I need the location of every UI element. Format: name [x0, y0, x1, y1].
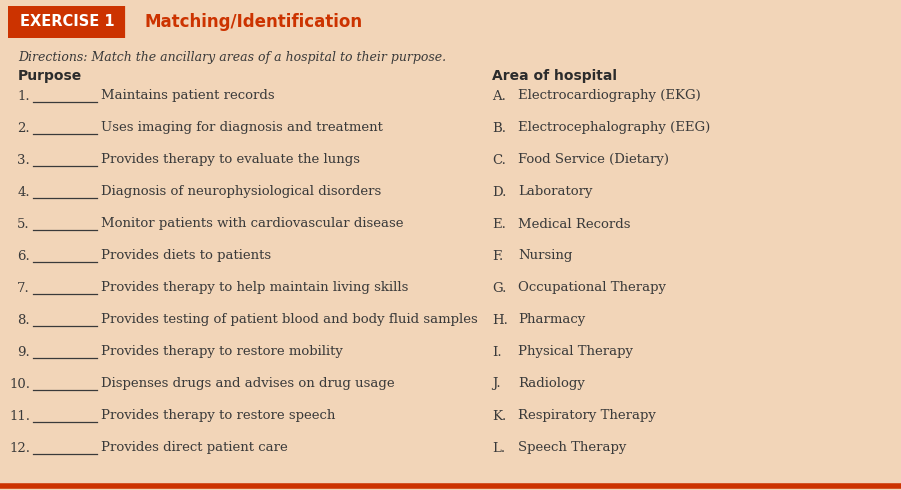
Text: 10.: 10.: [9, 377, 30, 391]
Text: Provides therapy to restore speech: Provides therapy to restore speech: [101, 410, 335, 422]
Text: I.: I.: [492, 345, 502, 359]
Text: Electrocardiography (EKG): Electrocardiography (EKG): [518, 90, 701, 102]
Text: E.: E.: [492, 218, 505, 230]
Text: 9.: 9.: [17, 345, 30, 359]
Text: Occupational Therapy: Occupational Therapy: [518, 281, 666, 294]
Text: 6.: 6.: [17, 249, 30, 263]
Text: C.: C.: [492, 153, 505, 167]
Text: Provides direct patient care: Provides direct patient care: [101, 441, 287, 455]
Text: H.: H.: [492, 314, 508, 326]
Text: 4.: 4.: [17, 186, 30, 198]
Text: 7.: 7.: [17, 281, 30, 294]
Text: Speech Therapy: Speech Therapy: [518, 441, 626, 455]
Text: Uses imaging for diagnosis and treatment: Uses imaging for diagnosis and treatment: [101, 122, 383, 134]
Text: J.: J.: [492, 377, 501, 391]
Text: 11.: 11.: [9, 410, 30, 422]
Text: B.: B.: [492, 122, 506, 134]
Text: D.: D.: [492, 186, 506, 198]
Text: Radiology: Radiology: [518, 377, 585, 391]
Text: 1.: 1.: [17, 90, 30, 102]
Text: K.: K.: [492, 410, 506, 422]
Text: Maintains patient records: Maintains patient records: [101, 90, 275, 102]
Text: EXERCISE 1: EXERCISE 1: [20, 15, 114, 29]
Text: Provides testing of patient blood and body fluid samples: Provides testing of patient blood and bo…: [101, 314, 478, 326]
Text: F.: F.: [492, 249, 504, 263]
Text: Physical Therapy: Physical Therapy: [518, 345, 633, 359]
Text: Provides therapy to help maintain living skills: Provides therapy to help maintain living…: [101, 281, 408, 294]
Text: Directions: Match the ancillary areas of a hospital to their purpose.: Directions: Match the ancillary areas of…: [18, 51, 446, 65]
Text: Dispenses drugs and advises on drug usage: Dispenses drugs and advises on drug usag…: [101, 377, 395, 391]
Text: L.: L.: [492, 441, 505, 455]
Text: Respiratory Therapy: Respiratory Therapy: [518, 410, 656, 422]
Text: Provides diets to patients: Provides diets to patients: [101, 249, 271, 263]
Text: Matching/Identification: Matching/Identification: [144, 13, 362, 31]
Bar: [0, 0, 901, 44]
Text: Laboratory: Laboratory: [518, 186, 593, 198]
Text: G.: G.: [492, 281, 506, 294]
Text: Medical Records: Medical Records: [518, 218, 631, 230]
Bar: [8, 6, 126, 38]
Text: 8.: 8.: [17, 314, 30, 326]
Text: Area of hospital: Area of hospital: [492, 69, 617, 83]
Text: Purpose: Purpose: [18, 69, 82, 83]
Text: Diagnosis of neurophysiological disorders: Diagnosis of neurophysiological disorder…: [101, 186, 381, 198]
Text: 2.: 2.: [17, 122, 30, 134]
Text: Food Service (Dietary): Food Service (Dietary): [518, 153, 669, 167]
Text: Provides therapy to evaluate the lungs: Provides therapy to evaluate the lungs: [101, 153, 360, 167]
Text: Pharmacy: Pharmacy: [518, 314, 586, 326]
Text: 5.: 5.: [17, 218, 30, 230]
Text: Electrocephalography (EEG): Electrocephalography (EEG): [518, 122, 710, 134]
Text: 12.: 12.: [9, 441, 30, 455]
Text: A.: A.: [492, 90, 505, 102]
Text: Monitor patients with cardiovascular disease: Monitor patients with cardiovascular dis…: [101, 218, 404, 230]
Text: Provides therapy to restore mobility: Provides therapy to restore mobility: [101, 345, 343, 359]
Text: 3.: 3.: [17, 153, 30, 167]
Text: Nursing: Nursing: [518, 249, 572, 263]
